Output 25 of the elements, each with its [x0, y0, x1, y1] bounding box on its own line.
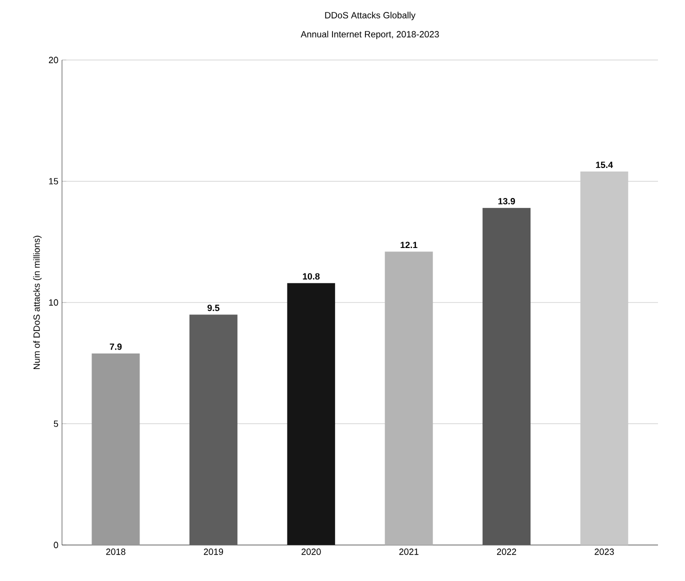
x-tick-label: 2023 — [594, 548, 614, 555]
bar — [189, 314, 238, 545]
y-axis-title: Num of DDoS attacks (in millions) — [33, 236, 42, 370]
y-tick-label: 0 — [54, 542, 58, 548]
chart-subtitle: Annual Internet Report, 2018-2023 — [300, 30, 439, 40]
bar — [482, 208, 531, 545]
bar — [580, 172, 628, 545]
y-tick-label: 10 — [49, 299, 58, 306]
y-tick-label: 15 — [49, 178, 58, 184]
data-label: 13.9 — [498, 198, 515, 204]
x-tick-label: 2022 — [497, 548, 516, 555]
chart-title: DDoS Attacks Globally — [325, 12, 416, 20]
y-tick-label: 5 — [54, 420, 58, 427]
data-label: 9.5 — [208, 304, 220, 312]
data-label: 7.9 — [110, 344, 122, 350]
data-label: 15.4 — [596, 162, 613, 168]
x-tick-label: 2018 — [106, 548, 126, 555]
bar — [287, 283, 336, 545]
data-label: 10.8 — [302, 273, 320, 280]
bar — [92, 353, 140, 545]
y-tick-label: 20 — [48, 56, 58, 64]
data-label: 12.1 — [400, 242, 418, 248]
x-tick-label: 2021 — [399, 548, 418, 555]
x-tick-label: 2020 — [302, 548, 321, 555]
x-tick-label: 2019 — [204, 548, 224, 555]
